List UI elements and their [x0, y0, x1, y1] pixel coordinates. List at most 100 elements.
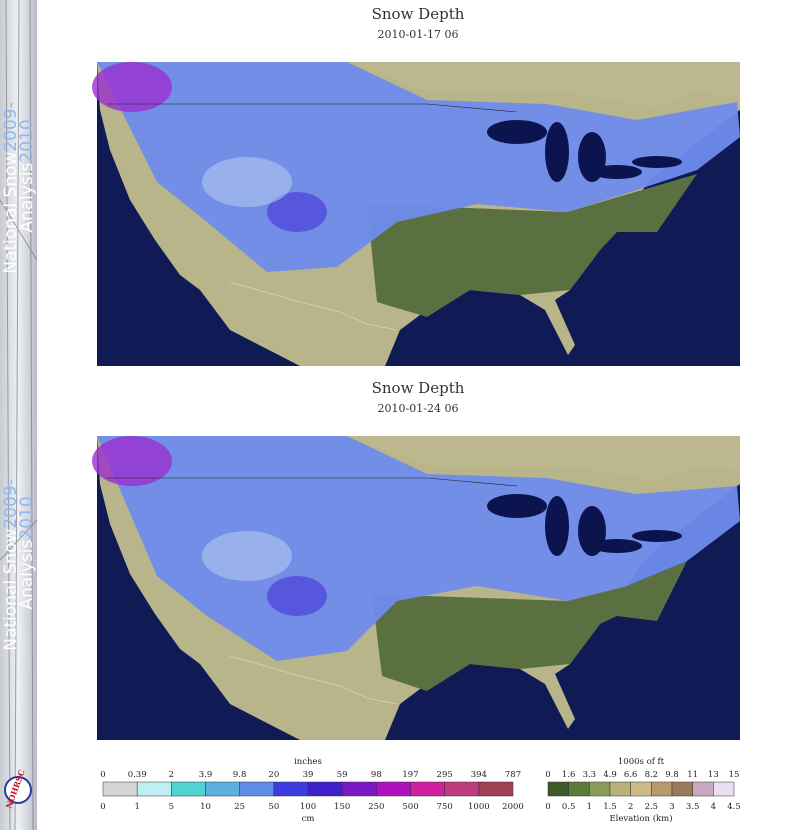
legend-label: 3.3 [583, 770, 597, 780]
legend-swatch [609, 781, 631, 797]
legend-label: 1 [587, 802, 592, 812]
banner-line: Analysis2010 [17, 119, 37, 232]
light-snow [202, 157, 292, 207]
legend-swatch [376, 781, 411, 797]
legend-label: 98 [371, 770, 382, 780]
deep-snow [92, 62, 172, 112]
legend-label: 100 [300, 802, 316, 812]
lake [632, 156, 682, 168]
legend-label: 1 [134, 802, 139, 812]
map-title: Snow Depth [372, 5, 465, 23]
legend-label: 394 [471, 770, 487, 780]
map-date: 2010-01-17 06 [378, 28, 459, 41]
lowland [372, 561, 687, 691]
banner-text: National Snow [1, 152, 21, 274]
snow-cover [97, 436, 740, 661]
legend-label: 50 [268, 802, 279, 812]
legend-label: 2 [169, 770, 174, 780]
legend-label: 5 [169, 802, 174, 812]
lake [632, 530, 682, 542]
legend-swatch [171, 781, 206, 797]
legend-swatch [568, 781, 590, 797]
snow-cover [97, 62, 740, 272]
banner-year: 2010 [17, 496, 37, 539]
border [229, 655, 398, 705]
border [107, 103, 518, 113]
legend-swatch [205, 781, 240, 797]
map-title: Snow Depth [372, 379, 465, 397]
legend-label: 10 [200, 802, 211, 812]
canada [347, 62, 740, 107]
legend-label: 8.2 [645, 770, 659, 780]
legend-swatch [136, 781, 172, 797]
snow-map [92, 436, 740, 740]
sidebar-banner: National Snow2009-Analysis2010 [1, 479, 37, 651]
border [229, 281, 398, 331]
snow-map [92, 62, 740, 366]
legend-unit: 1000s of ft [618, 757, 665, 767]
legend-swatch [547, 781, 569, 797]
banner-text: National Snow [1, 529, 21, 651]
deep-snow [267, 576, 327, 616]
banner-line: Analysis2010 [17, 496, 37, 609]
legend-unit: inches [294, 757, 322, 767]
border [107, 477, 518, 487]
legend-label: 787 [505, 770, 521, 780]
legend-label: 9.8 [665, 770, 679, 780]
legend-label: 0.5 [562, 802, 576, 812]
legend-label: 4.9 [603, 770, 617, 780]
lake [487, 494, 547, 518]
banner-year: 2009- [1, 102, 21, 151]
legend-label: 11 [687, 770, 698, 780]
legend-label: 2.5 [645, 802, 659, 812]
banner-line: National Snow2009- [1, 479, 21, 651]
legend-label: 6.6 [624, 770, 638, 780]
legend-swatch [239, 781, 275, 797]
legend-label: 150 [334, 802, 350, 812]
legend-label: 500 [402, 802, 418, 812]
legend-label: 750 [437, 802, 453, 812]
legend-swatch [102, 781, 138, 797]
legend-unit: cm [302, 814, 315, 824]
legend-label: 1000 [468, 802, 490, 812]
legend-swatch [630, 781, 652, 797]
banner-year: 2009- [1, 479, 21, 528]
legend-swatch [671, 781, 693, 797]
legend-label: 3 [669, 802, 674, 812]
legend-swatch [651, 781, 673, 797]
legend-label: 13 [708, 770, 719, 780]
legend-label: 197 [402, 770, 418, 780]
banner-text: Analysis [17, 162, 37, 232]
legend-label: 9.8 [233, 770, 247, 780]
legend-label: 1.5 [603, 802, 617, 812]
legend-label: 0 [545, 802, 550, 812]
legend-label: 2000 [502, 802, 524, 812]
legend-label: 0 [100, 802, 105, 812]
canada [347, 436, 740, 481]
legend-unit: Elevation (km) [609, 813, 672, 824]
legend-label: 3.9 [199, 770, 213, 780]
sidebar-banner: National Snow2009-Analysis2010 [1, 102, 37, 274]
legend-swatch [589, 781, 611, 797]
light-snow [202, 531, 292, 581]
legend-label: 1.6 [562, 770, 576, 780]
deep-snow [92, 436, 172, 486]
legend-label: 3.5 [686, 802, 700, 812]
banner-line: National Snow2009- [1, 102, 21, 274]
banner-year: 2010 [17, 119, 37, 162]
legend-label: 39 [303, 770, 314, 780]
legend-label: 4 [711, 802, 716, 812]
deep-snow [267, 192, 327, 232]
lake [487, 120, 547, 144]
sidebar-trees [0, 0, 38, 830]
map-date: 2010-01-24 06 [378, 402, 459, 415]
legend-label: 2 [628, 802, 633, 812]
legend-swatch [273, 781, 309, 797]
legend-label: 250 [368, 802, 384, 812]
legend-swatch [692, 781, 714, 797]
legend-label: 15 [729, 770, 740, 780]
banner-text: Analysis [17, 539, 37, 609]
legend-swatch [444, 781, 480, 797]
